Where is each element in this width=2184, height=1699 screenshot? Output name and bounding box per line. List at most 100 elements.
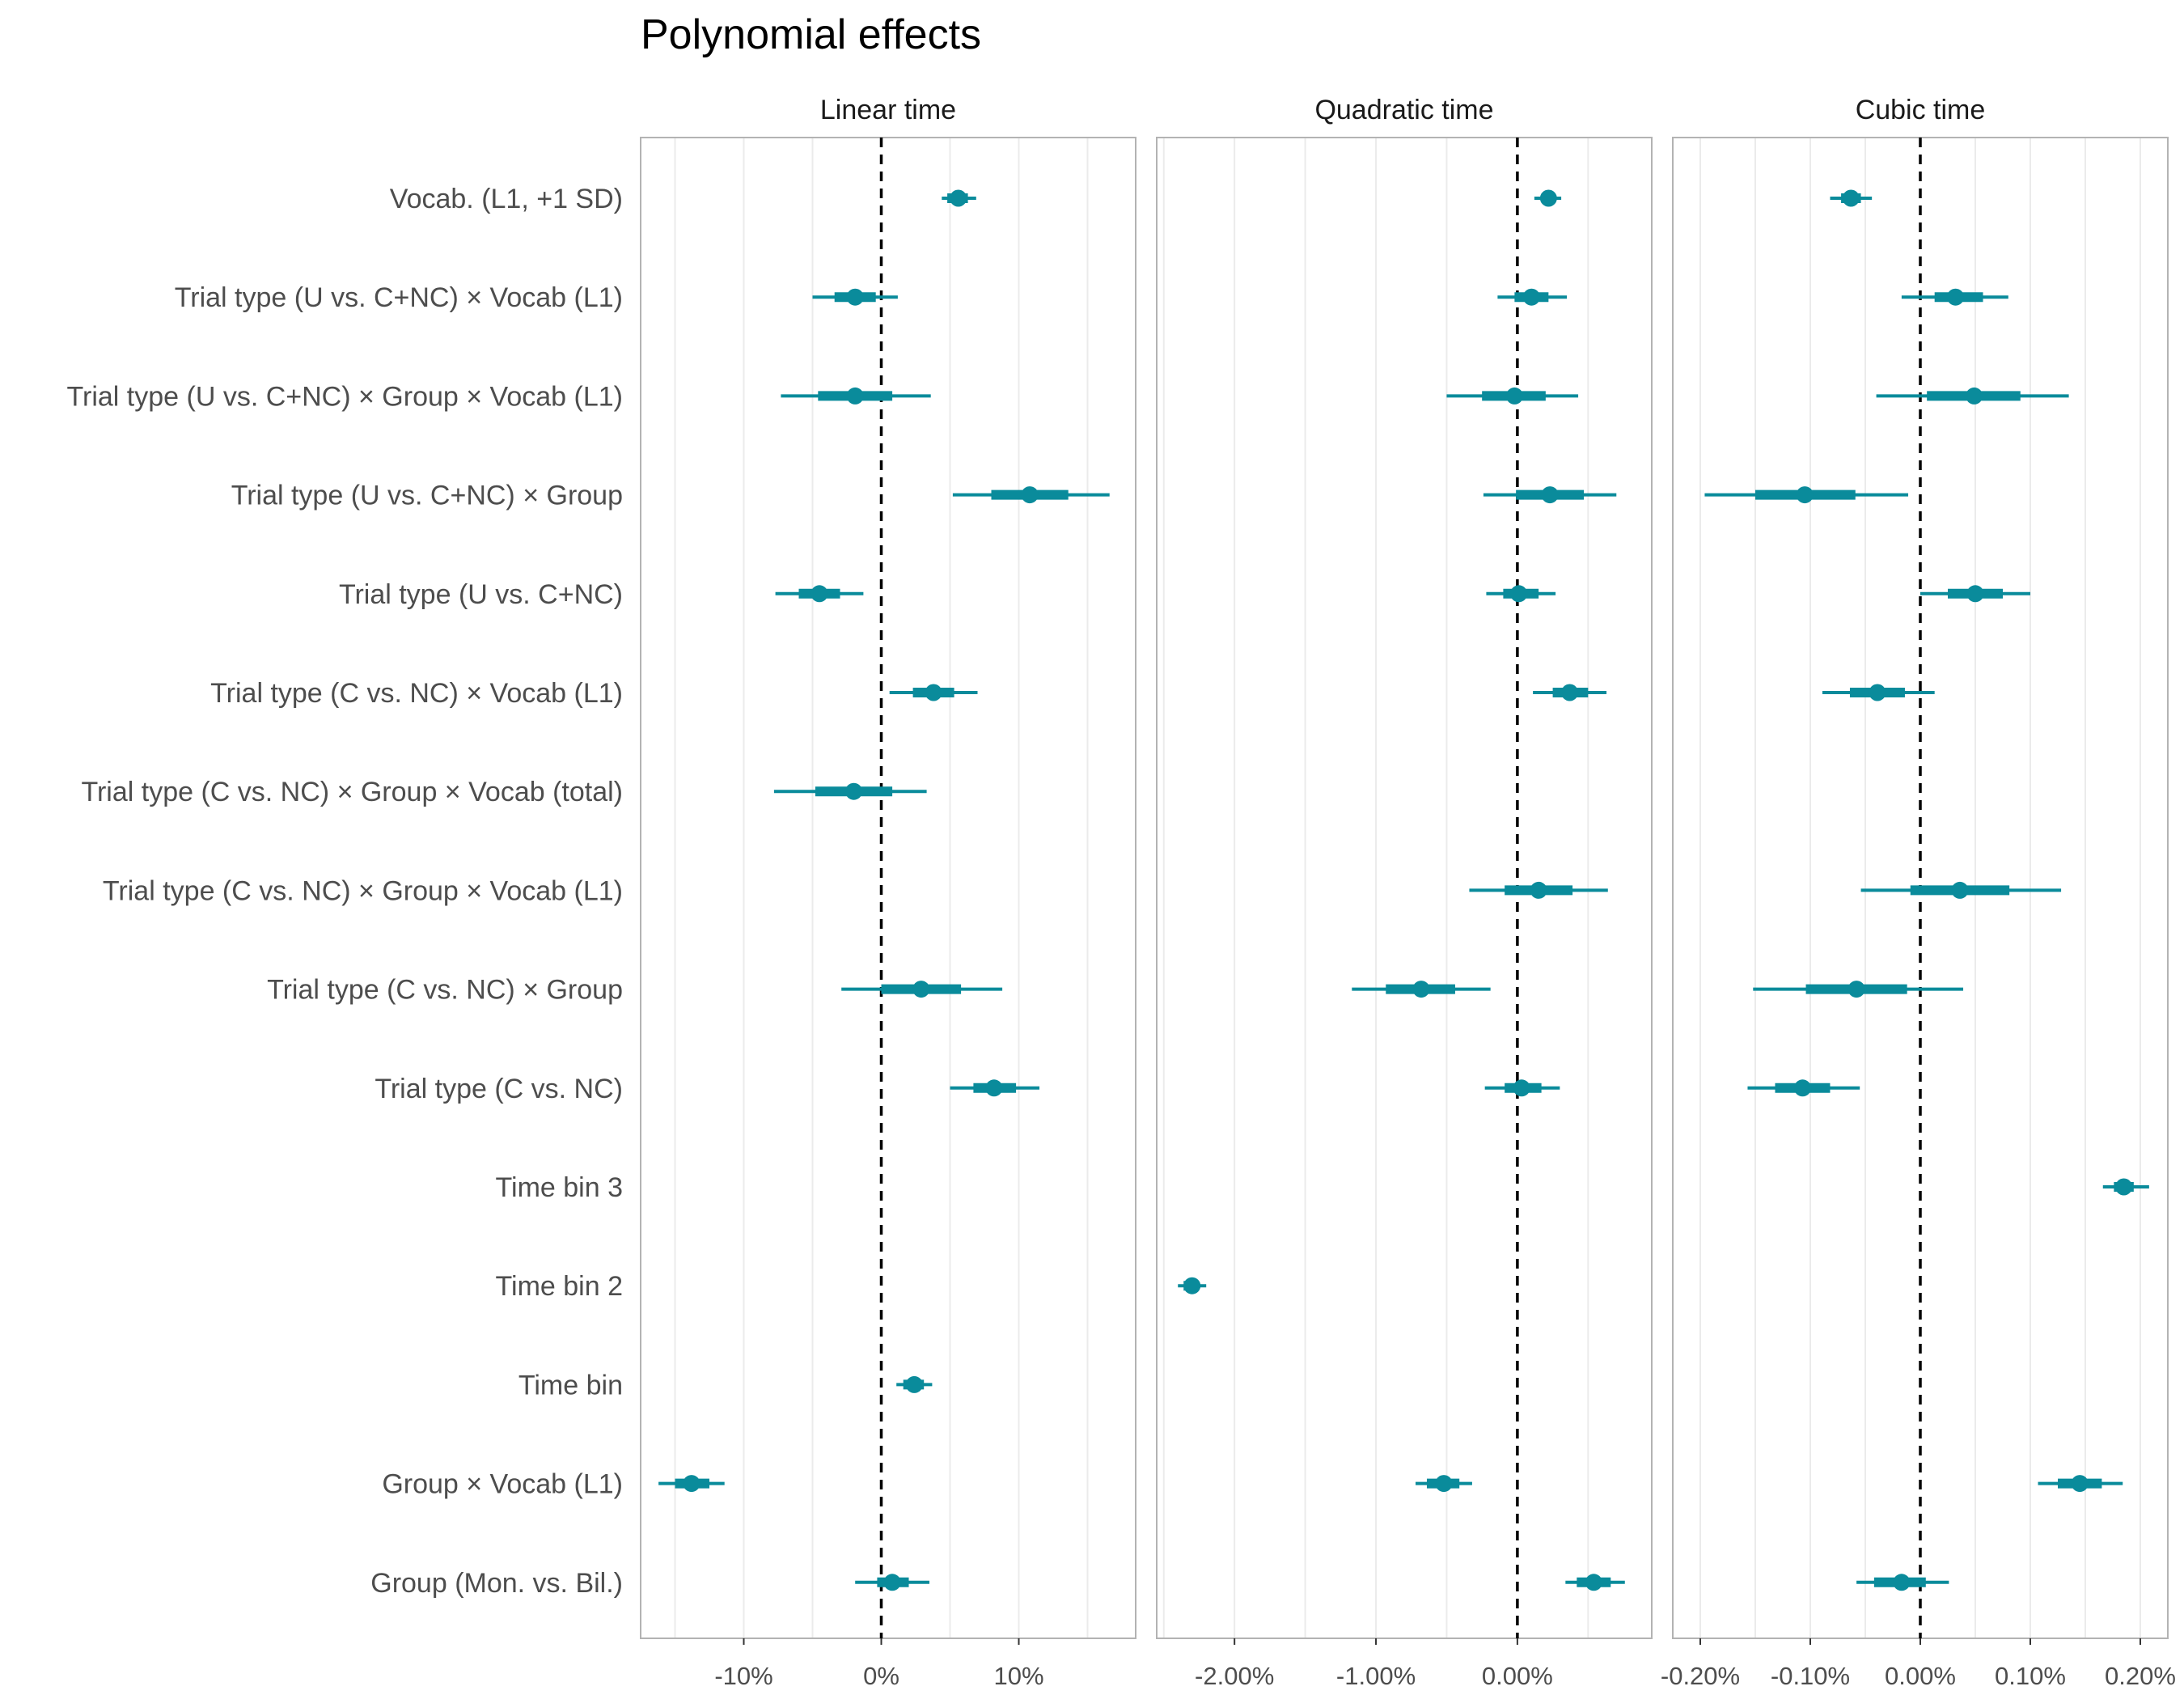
point-estimate xyxy=(811,585,828,603)
point-estimate xyxy=(846,288,864,306)
x-tick-label: -1.00% xyxy=(1336,1662,1416,1690)
point-estimate xyxy=(912,981,930,998)
effect-estimate xyxy=(1822,684,1935,701)
row-label: Time bin 2 xyxy=(496,1271,623,1302)
point-estimate xyxy=(1947,288,1965,306)
effect-estimate xyxy=(1876,387,2069,405)
x-tick-label: 0% xyxy=(863,1662,899,1690)
point-estimate xyxy=(1021,486,1039,504)
effect-estimate xyxy=(1747,1079,1860,1097)
effect-estimate xyxy=(781,387,931,405)
point-estimate xyxy=(950,189,967,207)
point-estimate xyxy=(1412,981,1430,998)
facet-panel-1: Linear time -10% 0% 10% xyxy=(640,95,1136,1690)
effect-estimate xyxy=(1446,387,1579,405)
x-tick-label: 0.20% xyxy=(2105,1662,2176,1690)
x-tick-label: 0.00% xyxy=(1482,1662,1553,1690)
x-tick-label: 0.00% xyxy=(1885,1662,1956,1690)
effect-estimate xyxy=(773,782,927,800)
point-estimate xyxy=(2115,1178,2133,1196)
effect-estimate xyxy=(1415,1475,1472,1493)
x-tick-label: 10% xyxy=(993,1662,1043,1690)
point-estimate xyxy=(1510,585,1528,603)
row-label: Trial type (U vs. C+NC) × Group xyxy=(231,481,623,511)
point-estimate xyxy=(1505,387,1523,405)
point-estimate xyxy=(1513,1079,1530,1097)
chart-title: Polynomial effects xyxy=(641,11,981,58)
effect-estimate xyxy=(1178,1277,1207,1294)
effect-estimate xyxy=(1565,1574,1625,1591)
effect-estimate xyxy=(1753,981,1964,998)
x-tick-label: 0.10% xyxy=(1995,1662,2066,1690)
effect-estimate xyxy=(1486,585,1556,603)
effect-estimate xyxy=(812,288,898,306)
row-label: Trial type (U vs. C+NC) xyxy=(339,579,623,610)
row-label: Trial type (U vs. C+NC) × Vocab (L1) xyxy=(175,282,623,313)
row-label: Trial type (U vs. C+NC) × Group × Vocab … xyxy=(67,381,624,412)
effect-estimate xyxy=(1533,684,1607,701)
effect-estimate xyxy=(889,684,978,701)
point-estimate xyxy=(1966,387,1983,405)
row-label: Time bin 3 xyxy=(496,1172,623,1203)
effect-estimate xyxy=(952,486,1110,504)
effect-estimate xyxy=(1483,486,1617,504)
row-label: Time bin xyxy=(518,1370,623,1400)
row-label: Vocab. (L1, +1 SD) xyxy=(390,184,623,214)
point-estimate xyxy=(1793,1079,1811,1097)
effect-estimate xyxy=(1704,486,1909,504)
effect-estimate xyxy=(841,981,1003,998)
row-label: Trial type (C vs. NC) xyxy=(375,1074,623,1104)
effect-estimate xyxy=(1534,189,1562,207)
point-estimate xyxy=(1541,486,1559,504)
panel-border xyxy=(640,137,1136,1639)
row-label: Group (Mon. vs. Bil.) xyxy=(370,1568,623,1599)
point-estimate xyxy=(846,387,864,405)
panel-border xyxy=(1156,137,1653,1639)
point-estimate xyxy=(1966,585,1984,603)
effect-estimate xyxy=(1352,981,1491,998)
point-estimate xyxy=(985,1079,1003,1097)
point-estimate xyxy=(883,1574,901,1591)
effect-estimate xyxy=(1856,1574,1949,1591)
effect-estimate xyxy=(2038,1475,2123,1493)
facet-label: Linear time xyxy=(820,95,956,125)
point-estimate xyxy=(1842,189,1860,207)
x-tick-label: -0.20% xyxy=(1661,1662,1740,1690)
effect-estimate xyxy=(1830,189,1873,207)
effect-estimate xyxy=(1920,585,2030,603)
point-estimate xyxy=(1848,981,1865,998)
point-estimate xyxy=(683,1475,700,1493)
point-estimate xyxy=(1183,1277,1201,1294)
point-estimate xyxy=(905,1375,923,1393)
effect-estimate xyxy=(775,585,864,603)
point-estimate xyxy=(1522,288,1540,306)
point-estimate xyxy=(1561,684,1579,701)
point-estimate xyxy=(845,782,862,800)
point-estimate xyxy=(925,684,942,701)
point-estimate xyxy=(1951,881,1969,899)
row-label: Trial type (C vs. NC) × Group xyxy=(267,975,623,1006)
x-tick-label: -10% xyxy=(714,1662,772,1690)
facet-label: Cubic time xyxy=(1856,95,1986,125)
effect-estimate xyxy=(1469,881,1608,899)
effect-estimate xyxy=(1901,288,2008,306)
point-estimate xyxy=(1435,1475,1453,1493)
point-estimate xyxy=(1530,881,1547,899)
point-estimate xyxy=(1539,189,1557,207)
effect-estimate xyxy=(1484,1079,1560,1097)
effect-estimate xyxy=(950,1079,1039,1097)
row-label: Trial type (C vs. NC) × Vocab (L1) xyxy=(210,678,623,709)
facet-panel-3: Cubic time -0.20% -0.10% 0.00% 0.10% 0.20% xyxy=(1661,95,2176,1690)
point-estimate xyxy=(2071,1475,2089,1493)
effect-estimate xyxy=(896,1375,933,1393)
row-label: Trial type (C vs. NC) × Group × Vocab (t… xyxy=(81,777,623,807)
row-label: Trial type (C vs. NC) × Group × Vocab (L… xyxy=(103,875,623,906)
facet-label: Quadratic time xyxy=(1314,95,1493,125)
effect-estimate xyxy=(1497,288,1568,306)
row-label: Group × Vocab (L1) xyxy=(382,1469,623,1500)
effect-estimate xyxy=(942,189,976,207)
effect-estimate xyxy=(2102,1178,2149,1196)
facet-panel-2: Quadratic time -2.00% -1.00% 0.00% xyxy=(1156,95,1653,1690)
point-estimate xyxy=(1796,486,1814,504)
